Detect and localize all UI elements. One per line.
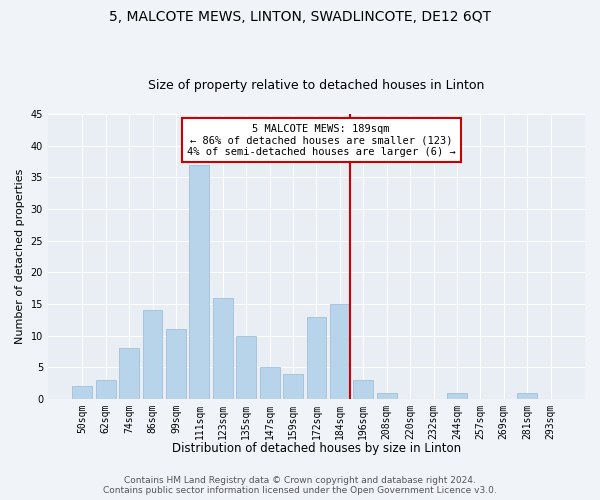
- Title: Size of property relative to detached houses in Linton: Size of property relative to detached ho…: [148, 79, 485, 92]
- Bar: [119, 348, 139, 399]
- Bar: [143, 310, 163, 399]
- Y-axis label: Number of detached properties: Number of detached properties: [15, 169, 25, 344]
- Bar: [517, 393, 537, 399]
- Bar: [96, 380, 116, 399]
- Text: 5 MALCOTE MEWS: 189sqm
← 86% of detached houses are smaller (123)
4% of semi-det: 5 MALCOTE MEWS: 189sqm ← 86% of detached…: [187, 124, 455, 156]
- Bar: [447, 393, 467, 399]
- Text: Contains HM Land Registry data © Crown copyright and database right 2024.
Contai: Contains HM Land Registry data © Crown c…: [103, 476, 497, 495]
- Bar: [190, 164, 209, 399]
- Bar: [73, 386, 92, 399]
- Bar: [283, 374, 303, 399]
- Bar: [236, 336, 256, 399]
- Bar: [330, 304, 350, 399]
- Bar: [377, 393, 397, 399]
- Bar: [213, 298, 233, 399]
- Bar: [307, 316, 326, 399]
- Bar: [166, 330, 186, 399]
- Text: 5, MALCOTE MEWS, LINTON, SWADLINCOTE, DE12 6QT: 5, MALCOTE MEWS, LINTON, SWADLINCOTE, DE…: [109, 10, 491, 24]
- X-axis label: Distribution of detached houses by size in Linton: Distribution of detached houses by size …: [172, 442, 461, 455]
- Bar: [260, 368, 280, 399]
- Bar: [353, 380, 373, 399]
